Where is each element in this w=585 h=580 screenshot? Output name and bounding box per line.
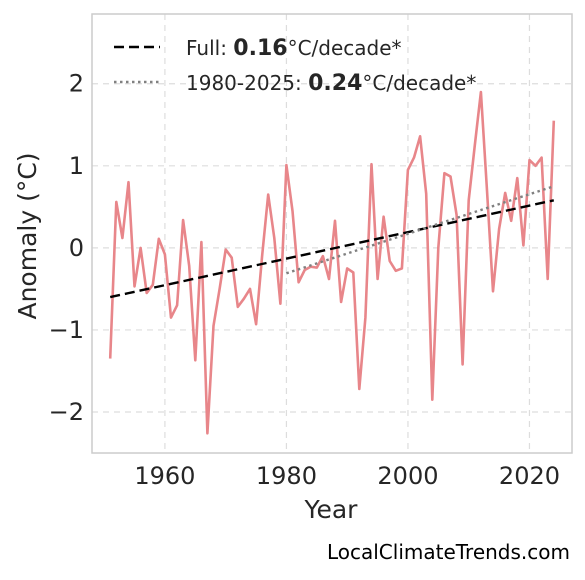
tick-labels: 1960 1980 2000 2020 −2 −1 0 1 2 xyxy=(49,70,560,490)
trend-line-full xyxy=(109,199,555,299)
grid xyxy=(92,14,572,453)
y-axis-title: Anomaly (°C) xyxy=(13,152,42,319)
plot-frame xyxy=(91,13,573,454)
x-axis-title: Year xyxy=(304,495,359,524)
x-tick-label: 1980 xyxy=(256,462,317,490)
y-tick-label: 1 xyxy=(69,152,84,180)
y-tick-label: −2 xyxy=(49,398,84,426)
y-tick-label: 2 xyxy=(69,70,84,98)
x-tick-label: 2000 xyxy=(377,462,438,490)
legend-label: Full: 0.16°C/decade* xyxy=(186,36,402,61)
y-tick-label: −1 xyxy=(49,316,84,344)
x-tick-label: 1960 xyxy=(134,462,195,490)
trend-line-1980-2025 xyxy=(286,185,555,275)
legend: Full: 0.16°C/decade* 1980-2025: 0.24°C/de… xyxy=(114,36,476,96)
series-layer xyxy=(108,90,556,435)
legend-label: 1980-2025: 0.24°C/decade* xyxy=(186,71,476,96)
x-tick-label: 2020 xyxy=(499,462,560,490)
y-tick-label: 0 xyxy=(69,234,84,262)
credit-text: LocalClimateTrends.com xyxy=(327,540,570,564)
